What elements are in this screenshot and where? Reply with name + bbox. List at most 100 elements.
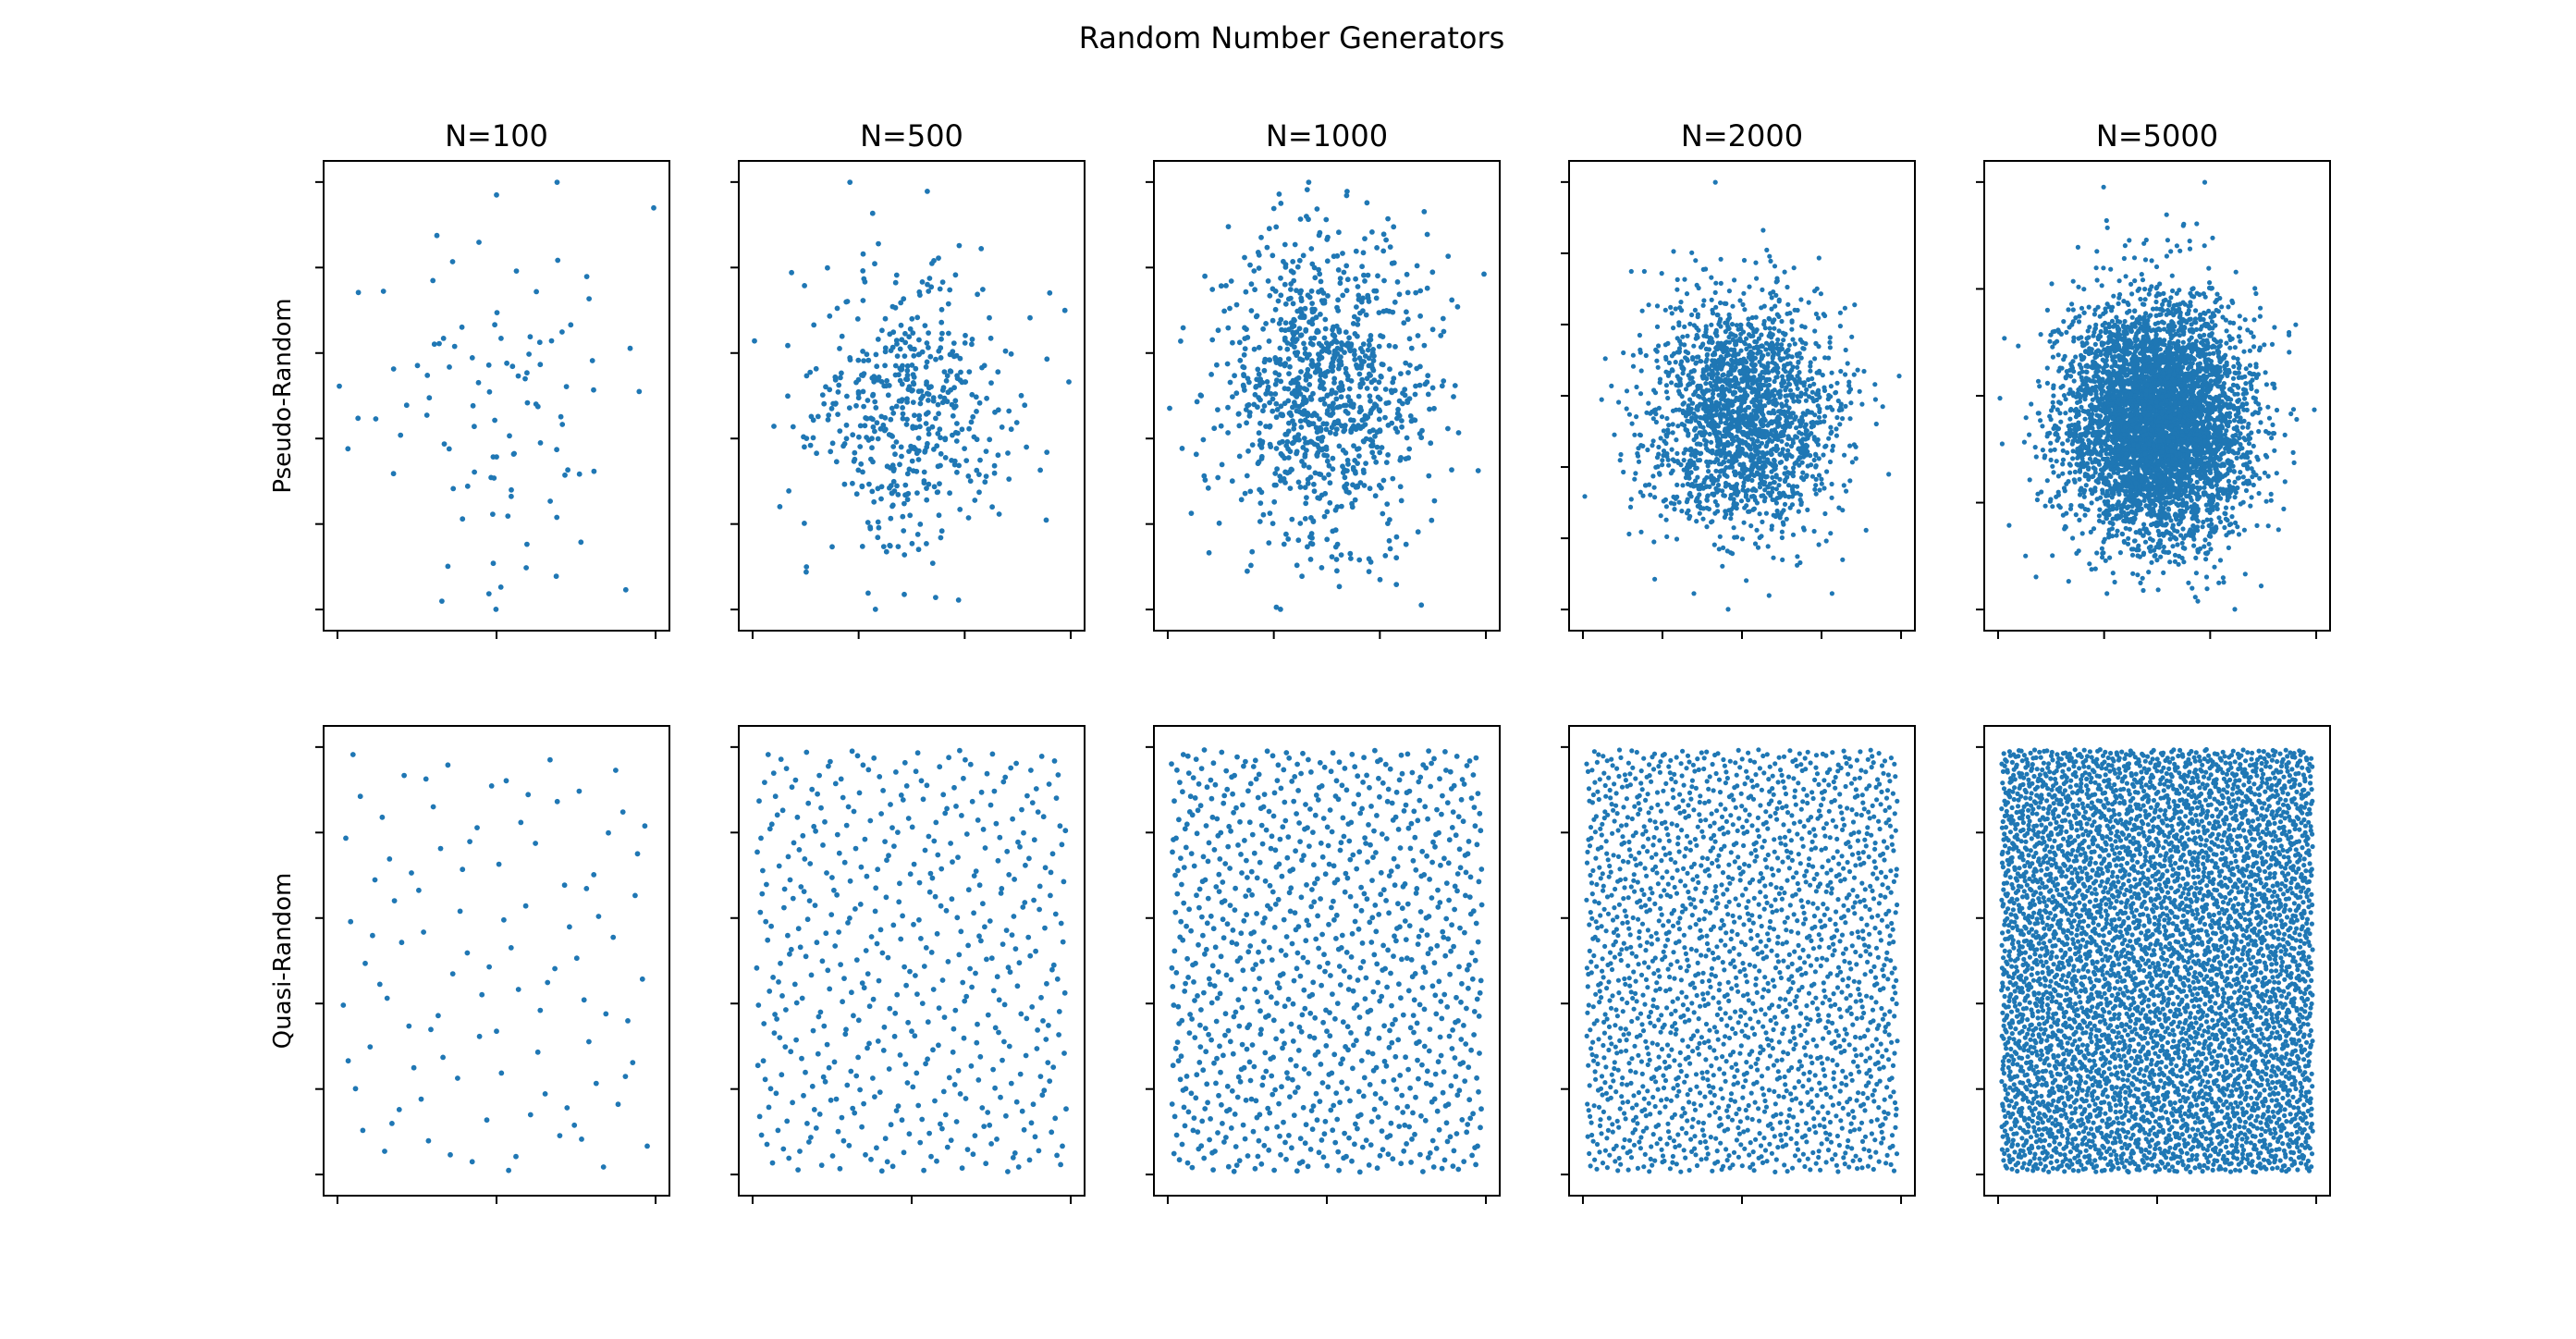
data-point <box>1322 326 1329 332</box>
data-point <box>1242 254 1247 261</box>
data-point <box>1709 275 1714 280</box>
data-point <box>1829 370 1834 375</box>
data-point <box>1670 430 1675 436</box>
data-point <box>440 336 447 341</box>
data-point <box>867 525 874 532</box>
data-point <box>1741 429 1747 435</box>
data-point <box>1805 507 1810 513</box>
data-point <box>1791 265 1797 271</box>
data-point <box>1728 507 1734 512</box>
data-point <box>924 340 930 346</box>
data-point <box>861 276 867 282</box>
data-point <box>1314 453 1320 459</box>
data-point <box>928 384 934 390</box>
data-point <box>492 417 497 424</box>
data-point <box>1404 271 1410 277</box>
data-point <box>1281 258 1286 264</box>
data-point <box>1243 289 1249 295</box>
data-point <box>1320 380 1326 386</box>
data-point <box>1638 368 1644 374</box>
data-point <box>910 380 916 386</box>
data-point <box>1376 416 1382 423</box>
data-point <box>1061 307 1068 313</box>
data-point <box>1714 502 1720 509</box>
data-point <box>1451 394 1456 399</box>
data-point <box>2034 497 2040 503</box>
data-point <box>1272 355 1279 361</box>
data-point <box>872 399 878 405</box>
data-point <box>1178 338 1184 344</box>
data-point <box>958 369 963 375</box>
data-point <box>1431 405 1437 412</box>
data-point <box>918 396 924 402</box>
data-point <box>1406 446 1413 452</box>
data-point <box>1838 405 1844 411</box>
data-point <box>2212 564 2217 570</box>
data-point <box>899 453 904 460</box>
data-point <box>1289 516 1295 522</box>
data-point <box>1738 348 1744 353</box>
data-point <box>1653 347 1659 352</box>
data-point <box>839 333 845 339</box>
data-point <box>1400 400 1405 407</box>
data-point <box>1872 397 1878 402</box>
data-point <box>1343 288 1350 294</box>
data-point <box>1242 325 1247 331</box>
data-point <box>1745 380 1750 386</box>
data-point <box>1429 517 1435 523</box>
data-point <box>936 411 941 417</box>
data-point <box>904 399 910 405</box>
data-point <box>1429 326 1436 333</box>
data-point <box>1721 447 1727 452</box>
data-point <box>1692 450 1698 456</box>
data-point <box>1321 513 1328 520</box>
data-point <box>1308 336 1314 341</box>
data-point <box>1336 358 1342 363</box>
data-point <box>1238 497 1245 503</box>
data-point <box>946 330 951 337</box>
data-point <box>1721 545 1726 551</box>
data-point <box>1781 508 1786 513</box>
data-point <box>1345 340 1351 347</box>
data-point <box>1314 327 1320 334</box>
data-point <box>1664 454 1670 460</box>
data-point <box>1681 367 1687 373</box>
data-point <box>1827 335 1833 340</box>
data-point <box>1828 424 1834 430</box>
data-point <box>1376 483 1382 488</box>
data-point <box>916 337 922 343</box>
data-point <box>554 514 560 521</box>
data-point <box>930 398 937 404</box>
data-point <box>1857 388 1862 394</box>
data-point <box>864 435 869 440</box>
data-point <box>1785 448 1791 453</box>
data-point <box>1665 427 1671 433</box>
data-point <box>972 498 978 503</box>
data-point <box>1382 387 1389 392</box>
data-point <box>893 403 900 410</box>
data-point <box>914 314 921 321</box>
data-point <box>1389 420 1395 426</box>
data-point <box>1382 553 1389 559</box>
data-point <box>893 439 900 445</box>
data-point <box>786 488 791 494</box>
data-point <box>472 424 477 430</box>
scatter-points <box>752 179 1072 612</box>
data-point <box>1392 344 1398 350</box>
data-point <box>1780 374 1785 379</box>
data-point <box>861 358 866 363</box>
data-point <box>1797 424 1803 429</box>
data-point <box>938 435 943 441</box>
data-point <box>490 560 497 567</box>
data-point <box>1718 453 1723 459</box>
data-point <box>1742 369 1748 375</box>
data-point <box>1309 261 1316 267</box>
data-point <box>1765 383 1771 388</box>
data-point <box>1241 351 1247 358</box>
data-point <box>833 459 840 465</box>
data-point <box>1760 375 1766 380</box>
data-point <box>1403 360 1409 366</box>
data-point <box>1685 427 1690 433</box>
data-point <box>865 590 871 596</box>
data-point <box>2254 522 2260 529</box>
